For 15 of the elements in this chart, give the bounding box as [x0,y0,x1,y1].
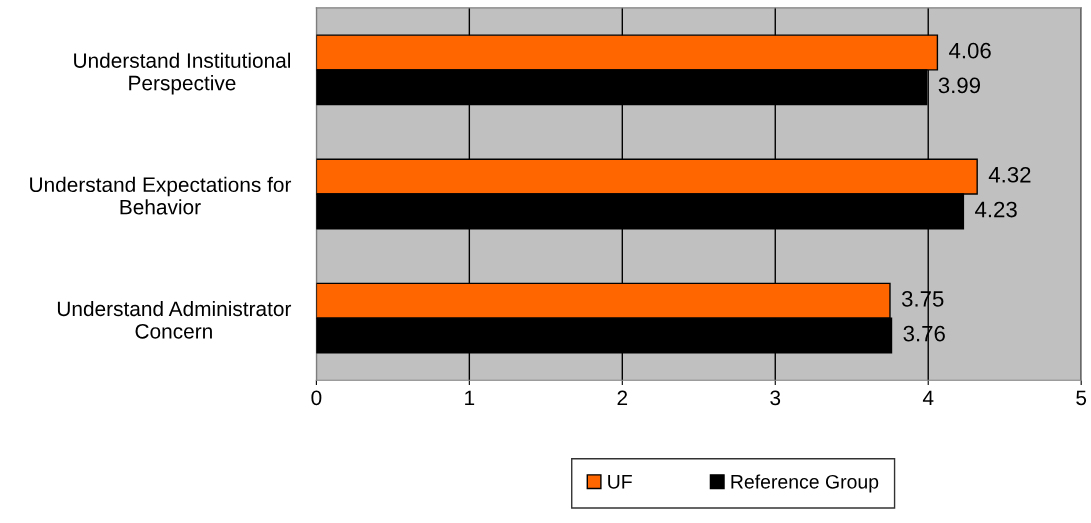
y-tick-label: Understand Institutional Perspective [74,52,291,95]
y-tick-label: Understand Expectations for Behavior [30,176,292,215]
legend-label: Reference Group [731,474,879,493]
x-tick-label: 0 [311,390,322,406]
data-label: 3.99 [938,77,980,94]
data-label: 4.06 [949,42,991,59]
data-label: 4.23 [975,201,1017,218]
x-tick-label: 1 [465,390,475,406]
legend-label: UF [608,475,632,489]
x-tick-label: 3 [770,390,781,406]
data-label: 4.32 [988,166,1031,183]
x-tick-label: 5 [1076,390,1087,406]
x-tick-label: 2 [617,390,628,406]
y-tick-label: Understand Administrator Concern [57,300,292,339]
x-tick-label: 4 [922,390,934,406]
